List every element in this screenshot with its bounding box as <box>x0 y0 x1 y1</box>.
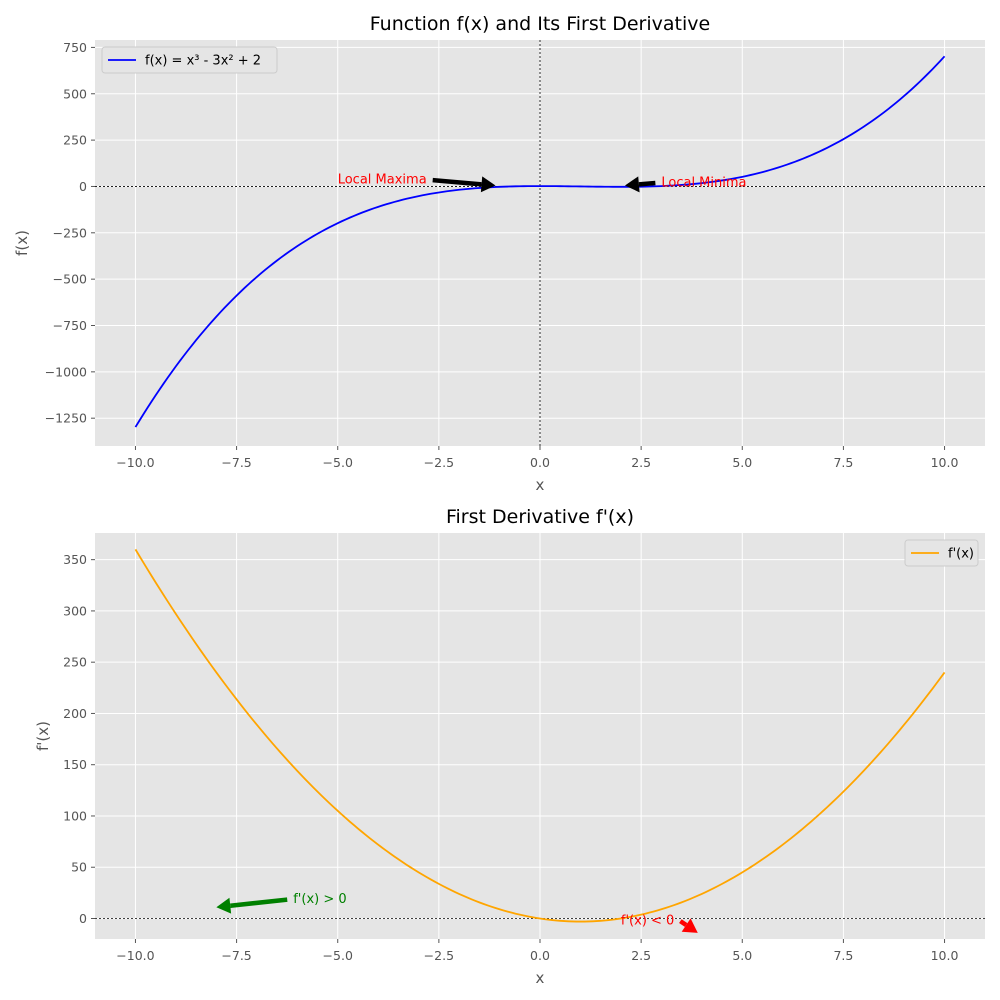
x-tick-label: 0.0 <box>530 455 550 470</box>
series-line-0 <box>134 55 946 428</box>
x-tick-label: −2.5 <box>424 455 454 470</box>
x-tick-label: 7.5 <box>833 948 853 963</box>
chart-function-f: −10.0 −7.5 −5.0 −2.5 0.0 2.5 5.0 7.5 10.0 −1250 −1… <box>13 13 985 494</box>
x-tick-label: −7.5 <box>221 948 251 963</box>
y-tick-label: 0 <box>79 179 87 194</box>
legend: f'(x) <box>904 539 979 567</box>
annotation-text: Local Minima <box>661 175 746 190</box>
x-tick-label: −7.5 <box>221 455 251 470</box>
y-tick-label: 150 <box>63 757 87 772</box>
annotation-arrow-head <box>681 918 698 933</box>
y-tick-label: 500 <box>63 86 87 101</box>
annotation-arrow-head <box>480 176 496 193</box>
y-tick-label: 300 <box>63 603 87 618</box>
annotation-text: f'(x) < 0 <box>621 914 674 929</box>
x-tick-label: −10.0 <box>116 455 154 470</box>
x-tick-label: −10.0 <box>116 948 154 963</box>
y-axis-label: f'(x) <box>34 721 52 751</box>
x-tick-label: −2.5 <box>424 948 454 963</box>
annotation-arrow-shaft <box>679 919 688 927</box>
y-tick-label: −250 <box>53 225 87 240</box>
y-tick-label: −1000 <box>45 364 87 379</box>
legend-label: f(x) = x³ - 3x² + 2 <box>145 54 261 69</box>
annotation-arrow-shaft <box>432 177 482 187</box>
chart-title: Function f(x) and Its First Derivative <box>370 13 710 35</box>
x-axis-label: x <box>536 969 545 987</box>
x-tick-label: 2.5 <box>631 948 651 963</box>
legend-box <box>101 46 278 74</box>
x-tick-label: 10.0 <box>931 455 959 470</box>
y-tick-label: 100 <box>63 808 87 823</box>
y-tick-label: −1250 <box>45 411 87 426</box>
annotation-arrow-head <box>624 176 640 193</box>
y-tick-label: 250 <box>63 133 87 148</box>
legend: f(x) = x³ - 3x² + 2 <box>101 46 278 74</box>
annotation-text: f'(x) > 0 <box>293 892 346 907</box>
y-tick-label: −500 <box>53 272 87 287</box>
annotation-arrow-shaft <box>638 180 656 187</box>
annotation-text: Local Maxima <box>338 173 427 188</box>
y-axis-label: f(x) <box>13 230 31 256</box>
legend-label: f'(x) <box>948 547 974 562</box>
x-tick-label: 7.5 <box>833 455 853 470</box>
y-tick-label: 0 <box>79 911 87 926</box>
x-tick-label: −5.0 <box>323 455 353 470</box>
y-tick-label: −750 <box>53 318 87 333</box>
x-tick-label: 10.0 <box>931 948 959 963</box>
annotation-arrow-shaft <box>230 897 288 908</box>
y-tick-label: 250 <box>63 655 87 670</box>
y-tick-label: 750 <box>63 40 87 55</box>
x-tick-label: 5.0 <box>732 948 752 963</box>
x-tick-label: −5.0 <box>323 948 353 963</box>
series-line-0 <box>134 548 946 923</box>
chart-derivative: −10.0 −7.5 −5.0 −2.5 0.0 2.5 5.0 7.5 10.0 0 50 100 1… <box>34 506 985 987</box>
x-tick-label: 2.5 <box>631 455 651 470</box>
legend-box <box>904 539 979 567</box>
y-tick-label: 50 <box>71 860 87 875</box>
x-tick-label: 5.0 <box>732 455 752 470</box>
chart-title: First Derivative f'(x) <box>446 506 634 528</box>
y-tick-label: 350 <box>63 552 87 567</box>
annotation-arrow-head <box>216 897 232 914</box>
x-tick-label: 0.0 <box>530 948 550 963</box>
x-axis-label: x <box>536 476 545 494</box>
y-tick-label: 200 <box>63 706 87 721</box>
